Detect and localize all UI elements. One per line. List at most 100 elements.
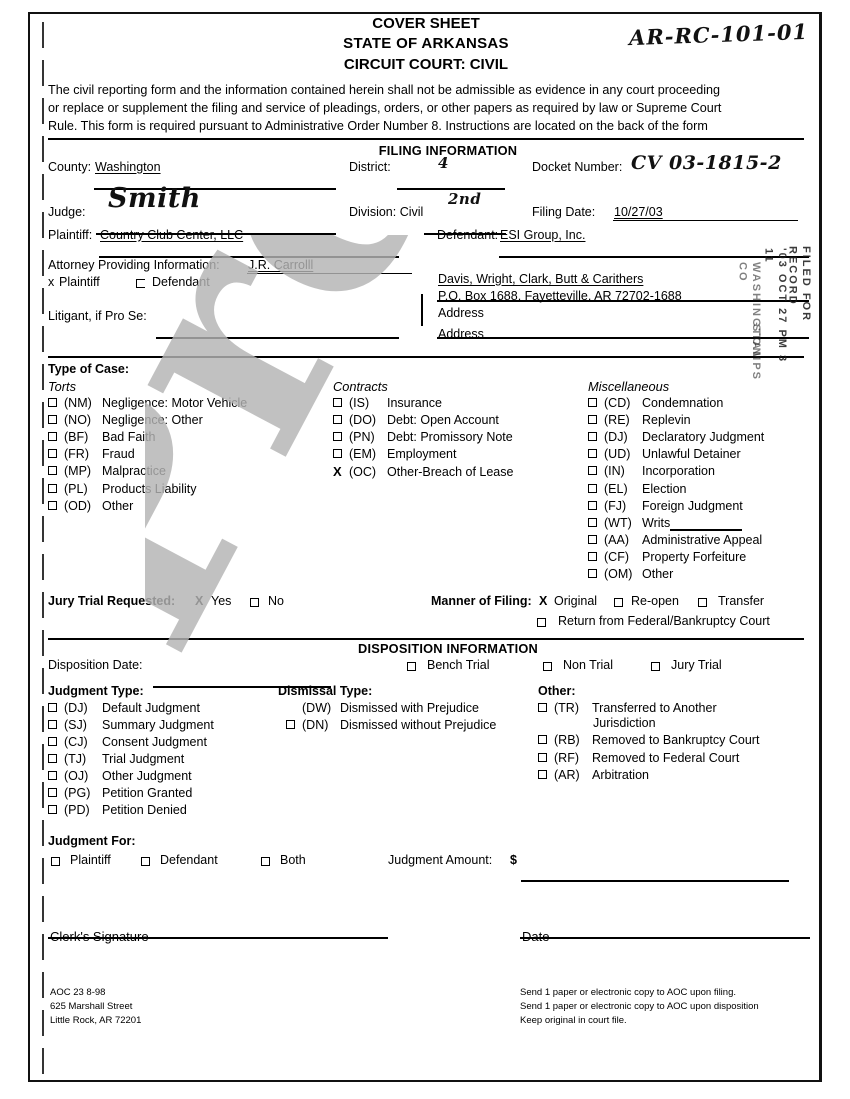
option-row[interactable]: (DW) Dismissed with Prejudice <box>286 701 548 717</box>
option-checkbox[interactable] <box>333 415 342 425</box>
option-checkbox[interactable] <box>538 702 547 712</box>
option-row[interactable]: (CD) Condemnation <box>588 396 828 412</box>
option-checkbox[interactable] <box>588 534 597 544</box>
option-checkbox[interactable] <box>588 517 597 527</box>
option-checkbox[interactable] <box>48 500 57 510</box>
division-field-line[interactable] <box>424 220 506 235</box>
option-row[interactable]: (CJ) Consent Judgment <box>48 735 298 751</box>
filing-date-field-line[interactable] <box>613 219 798 221</box>
option-checkbox[interactable] <box>538 735 547 745</box>
option-checkbox[interactable] <box>588 500 597 510</box>
option-row[interactable]: (RE) Replevin <box>588 413 828 429</box>
option-row[interactable]: (OD) Other <box>48 499 338 515</box>
district-value[interactable]: 4 <box>438 153 449 172</box>
option-row[interactable]: (EM) Employment <box>333 447 593 463</box>
judgment-for-plaintiff-checkbox[interactable] <box>51 856 60 866</box>
option-row[interactable]: (RF) Removed to Federal Court <box>538 751 808 767</box>
option-checkbox[interactable] <box>48 466 57 476</box>
firm-name-value[interactable]: Davis, Wright, Clark, Butt & Carithers <box>438 271 644 286</box>
option-checkbox[interactable] <box>538 769 547 779</box>
option-checkbox[interactable] <box>48 719 57 729</box>
option-row[interactable]: (TR) Transferred to Another Jurisdiction <box>538 701 808 732</box>
option-checkbox[interactable] <box>588 432 597 442</box>
option-row[interactable]: (IS) Insurance <box>333 396 593 412</box>
defendant-field-line[interactable] <box>499 243 809 258</box>
manner-original-mark[interactable]: X <box>539 593 548 608</box>
option-checkbox[interactable] <box>48 702 57 712</box>
jury-trial-yes-mark[interactable]: X <box>195 593 204 608</box>
judgment-amount-field-line[interactable] <box>521 867 789 882</box>
option-row[interactable]: (PL) Products Liability <box>48 482 338 498</box>
option-checkbox[interactable] <box>333 449 342 459</box>
option-row[interactable]: (WT) Writs <box>588 516 828 532</box>
option-row[interactable]: (FR) Fraud <box>48 447 338 463</box>
clerk-signature-line[interactable] <box>48 924 388 939</box>
option-checkbox[interactable] <box>48 805 57 815</box>
litigant-pro-se-field-line[interactable] <box>156 324 399 339</box>
attorney-value[interactable]: J.R. Carrolll <box>248 257 314 272</box>
option-row[interactable]: (NO) Negligence: Other <box>48 413 338 429</box>
option-row[interactable]: X (OC) Other-Breach of Lease <box>333 464 593 481</box>
plaintiff-value[interactable]: Country Club Center, LLC <box>100 227 244 242</box>
county-field-line[interactable] <box>94 175 336 190</box>
bench-trial-checkbox[interactable] <box>407 661 416 671</box>
option-checkbox[interactable] <box>48 771 57 781</box>
district-field-line[interactable] <box>397 175 505 190</box>
option-row[interactable]: (NM) Negligence: Motor Vehicle <box>48 396 338 412</box>
attorney-for-defendant-checkbox[interactable] <box>136 278 145 288</box>
manner-transfer-checkbox[interactable] <box>698 597 707 607</box>
option-row[interactable]: (OM) Other <box>588 567 828 583</box>
manner-return-checkbox[interactable] <box>537 617 546 627</box>
option-row[interactable]: (SJ) Summary Judgment <box>48 718 298 734</box>
filing-date-value[interactable]: 10/27/03 <box>614 204 663 219</box>
option-checkbox[interactable] <box>48 449 57 459</box>
option-row[interactable]: (CF) Property Forfeiture <box>588 550 828 566</box>
firm-name-field-line[interactable] <box>437 287 809 302</box>
firm-address-value[interactable]: P.O. Box 1688, Fayetteville, AR 72702-16… <box>438 288 682 303</box>
option-row[interactable]: (OJ) Other Judgment <box>48 769 298 785</box>
option-row[interactable]: (FJ) Foreign Judgment <box>588 499 828 515</box>
option-row[interactable]: (PD) Petition Denied <box>48 803 298 819</box>
option-row[interactable]: (RB) Removed to Bankruptcy Court <box>538 733 808 749</box>
option-checkbox[interactable] <box>588 569 597 579</box>
option-checked-mark[interactable]: X <box>333 464 342 480</box>
defendant-value[interactable]: ESI Group, Inc. <box>500 227 586 242</box>
option-checkbox[interactable] <box>333 432 342 442</box>
option-checkbox[interactable] <box>588 552 597 562</box>
docket-number-value[interactable]: CV 03-1815-2 <box>631 151 782 174</box>
date-signature-line[interactable] <box>520 924 810 939</box>
option-checkbox[interactable] <box>538 752 547 762</box>
option-checkbox[interactable] <box>48 754 57 763</box>
option-checkbox[interactable] <box>48 415 57 425</box>
option-checkbox[interactable] <box>48 788 57 798</box>
option-row[interactable]: (DO) Debt: Open Account <box>333 413 593 429</box>
option-checkbox[interactable] <box>48 397 57 407</box>
option-checkbox[interactable] <box>588 449 597 459</box>
option-row[interactable]: (UD) Unlawful Detainer <box>588 447 828 463</box>
jury-trial-disposition-checkbox[interactable] <box>651 661 660 671</box>
option-checkbox[interactable] <box>48 483 57 493</box>
attorney-field-line[interactable] <box>247 272 412 274</box>
option-row[interactable]: (AA) Administrative Appeal <box>588 533 828 549</box>
option-checkbox[interactable] <box>588 415 597 425</box>
option-checkbox[interactable] <box>48 432 57 442</box>
non-trial-checkbox[interactable] <box>543 661 552 671</box>
option-checkbox[interactable] <box>333 397 342 407</box>
judgment-for-defendant-checkbox[interactable] <box>141 856 150 866</box>
judge-value[interactable]: Smith <box>108 182 201 214</box>
jury-trial-no-checkbox[interactable] <box>250 597 259 607</box>
option-checkbox[interactable] <box>588 483 597 493</box>
option-checkbox[interactable] <box>588 466 597 476</box>
option-row[interactable]: (AR) Arbitration <box>538 768 808 784</box>
option-row[interactable]: (TJ) Trial Judgment <box>48 752 298 768</box>
option-row[interactable]: (PG) Petition Granted <box>48 786 298 802</box>
option-checkbox[interactable] <box>286 719 295 729</box>
disposition-date-field-line[interactable] <box>153 673 331 688</box>
attorney-for-plaintiff-mark[interactable]: x <box>48 274 55 289</box>
option-write-in-line[interactable] <box>670 516 743 532</box>
option-row[interactable]: (DJ) Default Judgment <box>48 701 298 717</box>
plaintiff-field-line[interactable] <box>99 243 399 258</box>
option-row[interactable]: (PN) Debt: Promissory Note <box>333 430 593 446</box>
address-field-line-2[interactable] <box>437 324 809 339</box>
option-row[interactable]: (DN) Dismissed without Prejudice <box>286 718 548 734</box>
